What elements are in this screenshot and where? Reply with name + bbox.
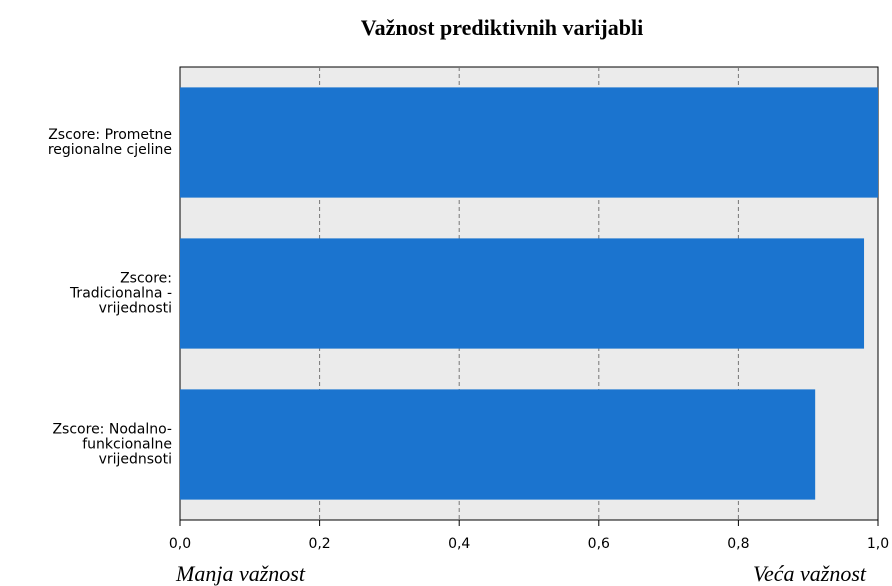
y-tick-label: Zscore: Nodalno-funkcionalne vrijednsoti [52,422,172,468]
x-tick-label: 0,0 [169,536,191,552]
x-tick-label: 0,6 [588,536,610,552]
x-tick-label: 0,4 [448,536,470,552]
chart-title: Važnost prediktivnih varijabli [361,15,643,40]
x-tick-label: 0,2 [308,536,330,552]
x-axis-label-left: Manja važnost [175,561,306,586]
y-tick-label: Zscore: Tradicionalna -vrijednosti [69,271,172,317]
y-tick-label: Zscore: Prometne regionalne cjeline [48,127,172,158]
bar [180,238,865,349]
x-tick-label: 0,8 [727,536,749,552]
x-axis-label-right: Veća važnost [753,561,867,586]
x-tick-label: 1,0 [867,536,889,552]
bar [180,87,878,198]
bar [180,389,816,500]
